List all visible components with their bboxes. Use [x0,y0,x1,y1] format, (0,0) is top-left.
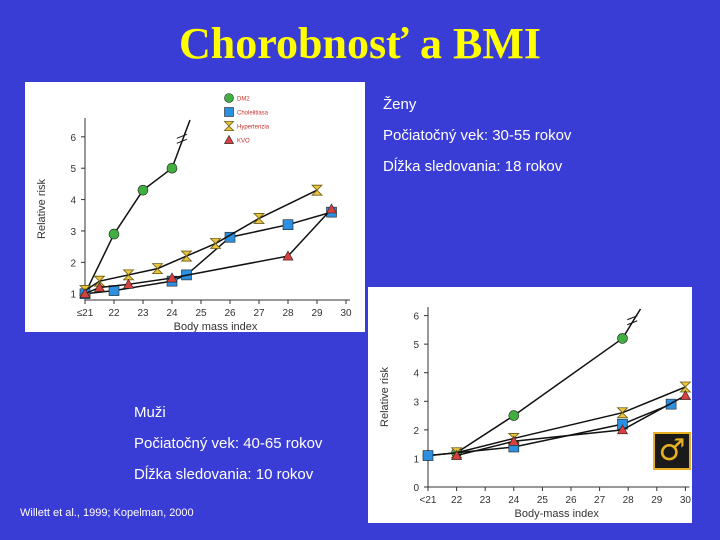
x-tick-label: 30 [680,495,692,506]
x-tick-label: 24 [508,495,520,506]
legend-label: Hypertenzia [237,125,270,131]
legend-label: KVO [237,139,250,145]
x-tick-label: 30 [340,308,352,319]
x-tick-label: 25 [195,308,207,319]
data-point-triangle [93,281,106,292]
x-tick-label: 28 [623,495,635,506]
data-point-hourglass [122,269,135,281]
y-tick-label: 3 [70,227,76,238]
data-point-triangle [282,250,294,261]
axis-break-mark [627,315,638,321]
data-point-hourglass [679,381,692,393]
x-tick-label: 24 [166,308,178,319]
x-tick-label: 26 [224,308,236,319]
series-line-extension [171,119,191,169]
series-line [84,167,173,295]
series-line [456,386,686,454]
axis-break-mark [627,320,638,326]
x-tick-label: 22 [108,308,120,319]
chart-men: 0 1 2 3 4 5 6 <21 22 23 24 25 26 27 28 29 30 Body-mass in… [368,287,692,523]
legend-marker [223,121,235,131]
women-sex-label: Ženy [383,96,417,113]
y-tick-label: 6 [70,133,76,144]
legend-label: Cholelitiasa [237,111,269,117]
axis-break-mark [176,138,187,144]
x-axis-label: Body mass index [174,321,258,332]
women-followup-label: Dĺžka sledovania: 18 rokov [383,158,563,175]
x-tick-label: 28 [282,308,294,319]
x-tick-label: 22 [451,495,463,506]
data-point-circle [508,410,520,421]
data-point-hourglass [311,184,323,196]
series-line [427,337,623,457]
data-point-hourglass [616,407,629,419]
data-point-triangle [325,203,338,214]
men-sex-label: Muži [134,404,166,421]
x-tick-label: 23 [137,308,149,319]
data-point-hourglass [180,250,193,262]
y-tick-label: 6 [413,312,419,323]
y-tick-label: 1 [413,454,419,465]
data-point-square [422,450,434,461]
data-point-circle [166,162,178,174]
axis-break-mark [176,133,187,139]
y-tick-label: 0 [413,483,419,494]
data-point-hourglass [209,238,222,249]
series-line [84,189,318,292]
data-point-triangle [79,288,91,299]
data-point-square [108,285,120,296]
x-tick-label: 29 [651,495,663,506]
data-point-hourglass [253,213,265,224]
x-tick-label: <21 [420,495,437,506]
male-symbol-icon: ♂ [653,432,691,470]
x-tick-label: 27 [594,495,606,506]
legend-label: DM2 [237,97,250,103]
y-tick-label: 3 [413,397,419,408]
women-info: Ženy Počiatočný vek: 30-55 rokov Dĺžka s… [383,95,571,188]
y-tick-label: 1 [70,290,76,301]
y-tick-label: 2 [70,258,76,269]
data-point-hourglass [151,263,164,275]
data-point-triangle [508,435,520,446]
legend-marker [224,107,234,117]
x-tick-label: 27 [253,308,265,319]
data-point-triangle [616,424,628,435]
y-tick-label: 5 [413,340,419,351]
y-tick-label: 2 [413,426,419,437]
men-info: Muži Počiatočný vek: 40-65 rokov Dĺžka s… [134,403,322,496]
legend-marker [224,93,234,103]
men-followup-label: Dĺžka sledovania: 10 rokov [134,466,314,483]
x-tick-label: 26 [565,495,577,506]
citation: Willett et al., 1999; Kopelman, 2000 [20,507,194,519]
series-line-extension [621,308,642,339]
legend-marker [223,134,235,144]
x-tick-label: ≤21 [77,308,94,319]
series-line [456,394,686,457]
women-age-label: Počiatočný vek: 30-55 rokov [383,127,572,144]
series-line [84,211,332,295]
y-tick-label: 4 [413,369,419,380]
x-axis-label: Body-mass index [515,508,600,520]
data-point-square [282,219,294,230]
x-tick-label: 23 [480,495,492,506]
data-point-triangle [166,272,178,283]
data-point-circle [108,228,120,240]
x-tick-label: 25 [537,495,549,506]
data-point-circle [137,184,149,196]
slide-title: Chorobnosť a BMI [179,19,541,68]
data-point-triangle [122,278,135,289]
y-axis-label: Relative risk [379,367,391,427]
chart-women: 1 2 3 4 5 6 ≤21 22 23 24 25 26 27 28 29 30 Body mass ind… [25,82,365,332]
y-axis-label: Relative risk [36,179,48,239]
data-point-triangle [451,449,463,460]
men-age-label: Počiatočný vek: 40-65 rokov [134,435,323,452]
y-tick-label: 4 [70,196,76,207]
x-tick-label: 29 [311,308,323,319]
data-point-triangle [679,389,691,400]
data-point-circle [617,333,628,344]
data-point-hourglass [93,275,106,287]
y-tick-label: 5 [70,164,76,175]
